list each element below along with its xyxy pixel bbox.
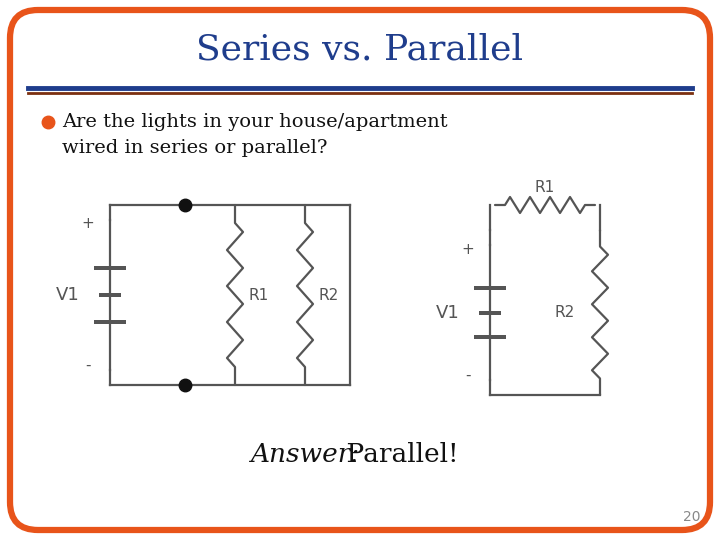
Text: Answer:: Answer: xyxy=(250,442,359,468)
Text: R2: R2 xyxy=(319,287,339,302)
FancyBboxPatch shape xyxy=(10,10,710,530)
Text: -: - xyxy=(85,357,91,373)
Text: Series vs. Parallel: Series vs. Parallel xyxy=(197,33,523,67)
Text: V1: V1 xyxy=(56,286,80,304)
Text: V1: V1 xyxy=(436,303,460,321)
Text: 20: 20 xyxy=(683,510,700,524)
Text: R2: R2 xyxy=(555,305,575,320)
Text: wired in series or parallel?: wired in series or parallel? xyxy=(62,139,328,157)
Text: Are the lights in your house/apartment: Are the lights in your house/apartment xyxy=(62,113,448,131)
Text: R1: R1 xyxy=(535,179,555,194)
Text: +: + xyxy=(462,242,474,258)
Text: R1: R1 xyxy=(249,287,269,302)
Text: +: + xyxy=(81,215,94,231)
Text: Parallel!: Parallel! xyxy=(338,442,459,468)
Text: -: - xyxy=(465,368,471,382)
